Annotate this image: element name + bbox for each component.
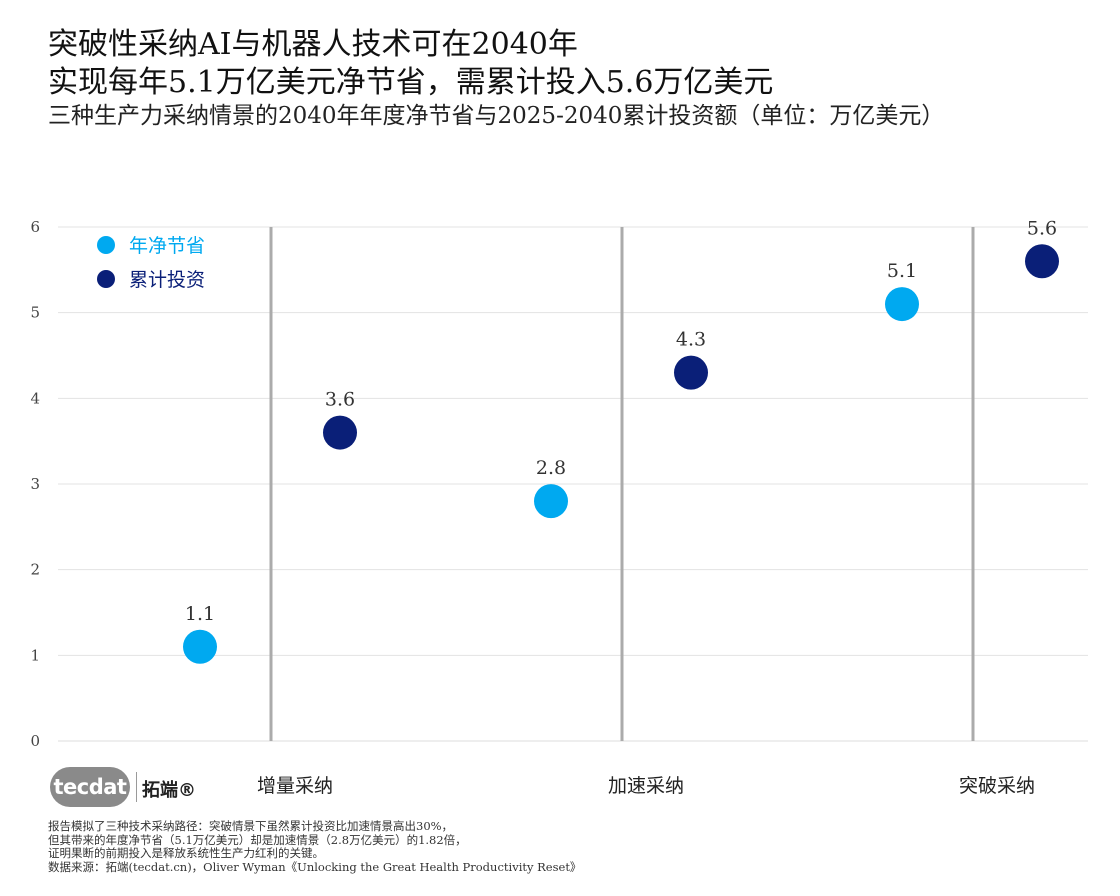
chart-title: 突破性采纳AI与机器人技术可在2040年 实现每年5.1万亿美元净节省，需累计投… xyxy=(48,26,773,102)
data-label: 5.6 xyxy=(1027,217,1057,239)
y-tick-label: 0 xyxy=(30,732,40,750)
y-tick-label: 5 xyxy=(30,304,40,322)
data-point xyxy=(885,287,919,322)
data-label: 5.1 xyxy=(887,260,917,282)
data-point xyxy=(183,629,217,664)
footnote-line: 但其带来的年度净节省（5.1万亿美元）却是加速情景（2.8万亿美元）的1.82倍… xyxy=(48,832,467,847)
y-tick-label: 3 xyxy=(30,475,40,493)
data-label: 1.1 xyxy=(185,603,215,625)
tecdat-logo-mark: tecdat xyxy=(50,767,130,807)
y-tick-label: 2 xyxy=(30,561,40,579)
data-label: 2.8 xyxy=(536,457,566,479)
legend-marker xyxy=(97,270,115,288)
data-point xyxy=(1025,244,1059,279)
data-point xyxy=(674,355,708,390)
data-point xyxy=(534,484,568,519)
data-label: 3.6 xyxy=(325,389,355,411)
chart-subtitle: 三种生产力采纳情景的2040年年度净节省与2025-2040累计投资额（单位：万… xyxy=(48,103,945,129)
title-line-2: 实现每年5.1万亿美元净节省，需累计投入5.6万亿美元 xyxy=(48,65,774,100)
legend-marker xyxy=(97,236,115,254)
footnote-line: 报告模拟了三种技术采纳路径：突破情景下虽然累计投资比加速情景高出30%， xyxy=(48,819,454,833)
footnote-line: 证明果断的前期投入是释放系统性生产力红利的关键。 xyxy=(48,846,324,860)
footnotes: 报告模拟了三种技术采纳路径：突破情景下虽然累计投资比加速情景高出30%， 但其带… xyxy=(48,819,582,874)
brand-logo: tecdat 拓端® xyxy=(50,766,200,810)
x-category-label: 突破采纳 xyxy=(959,775,1035,797)
data-source: 数据来源：拓端(tecdat.cn)，Oliver Wyman《Unlockin… xyxy=(48,859,582,874)
x-category-label: 增量采纳 xyxy=(257,775,333,797)
legend-label: 累计投资 xyxy=(129,269,205,291)
data-label: 4.3 xyxy=(676,329,706,351)
y-tick-label: 4 xyxy=(30,389,40,407)
x-category-label: 加速采纳 xyxy=(608,775,684,797)
data-point xyxy=(323,415,357,450)
title-line-1: 突破性采纳AI与机器人技术可在2040年 xyxy=(48,27,578,62)
logo-divider xyxy=(136,772,137,802)
y-tick-label: 1 xyxy=(30,646,40,664)
brand-name: 拓端® xyxy=(142,780,196,801)
y-tick-label: 6 xyxy=(30,218,40,236)
legend-label: 年净节省 xyxy=(129,235,205,257)
